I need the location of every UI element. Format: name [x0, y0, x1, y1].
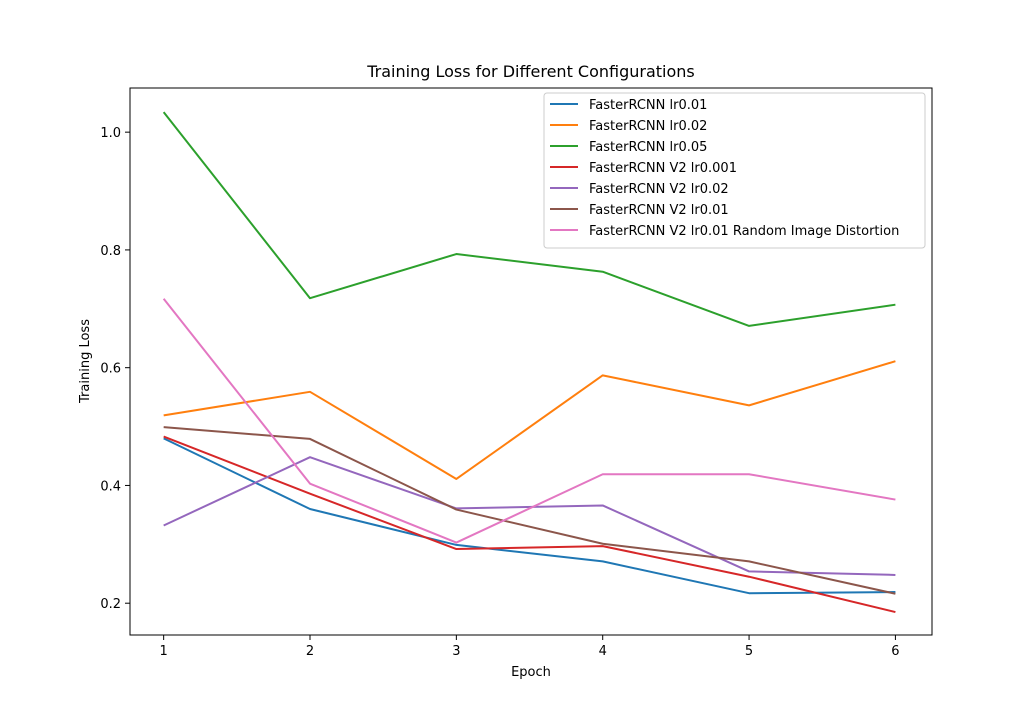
series-line-4: [163, 435, 896, 614]
y-tick-label: 0.4: [100, 479, 121, 494]
legend-box: [543, 92, 926, 249]
series-line-2: [163, 360, 896, 480]
y-axis-label: Training Loss: [78, 319, 93, 404]
series-line-7: [162, 298, 896, 544]
series-line-1: [163, 437, 896, 595]
legend-label-1: FasterRCNN lr0.01: [589, 98, 707, 113]
x-axis: 1 2 3 4 5 6: [160, 635, 900, 659]
series-line-3: [162, 111, 896, 327]
x-axis-label: Epoch: [511, 665, 551, 680]
y-tick-label: 0.6: [100, 362, 121, 377]
legend-label-2: FasterRCNN lr0.02: [589, 119, 707, 134]
x-tick-label: 5: [745, 644, 753, 659]
plot-area-frame: [129, 87, 933, 636]
legend-label-7: FasterRCNN V2 lr0.01 Random Image Distor…: [589, 224, 899, 239]
x-tick-label: 1: [160, 644, 168, 659]
series-line-5: [163, 456, 896, 576]
chart-title: Training Loss for Different Configuratio…: [366, 62, 695, 81]
x-tick-label: 6: [891, 644, 899, 659]
legend-label-6: FasterRCNN V2 lr0.01: [589, 203, 729, 218]
y-tick-label: 1.0: [100, 126, 121, 141]
legend: FasterRCNN lr0.01 FasterRCNN lr0.02 Faster…: [543, 92, 926, 249]
legend-label-3: FasterRCNN lr0.05: [589, 140, 707, 155]
y-tick-label: 0.2: [100, 597, 121, 612]
x-tick-label: 4: [599, 644, 607, 659]
y-tick-label: 0.8: [100, 244, 121, 259]
series-line-6: [163, 426, 896, 595]
x-tick-label: 3: [452, 644, 460, 659]
legend-label-5: FasterRCNN V2 lr0.02: [589, 182, 729, 197]
series-layer: [162, 111, 896, 614]
legend-label-4: FasterRCNN V2 lr0.001: [589, 161, 737, 176]
x-tick-label: 2: [306, 644, 314, 659]
y-axis: 0.2 0.4 0.6 0.8 1.0: [100, 126, 130, 612]
